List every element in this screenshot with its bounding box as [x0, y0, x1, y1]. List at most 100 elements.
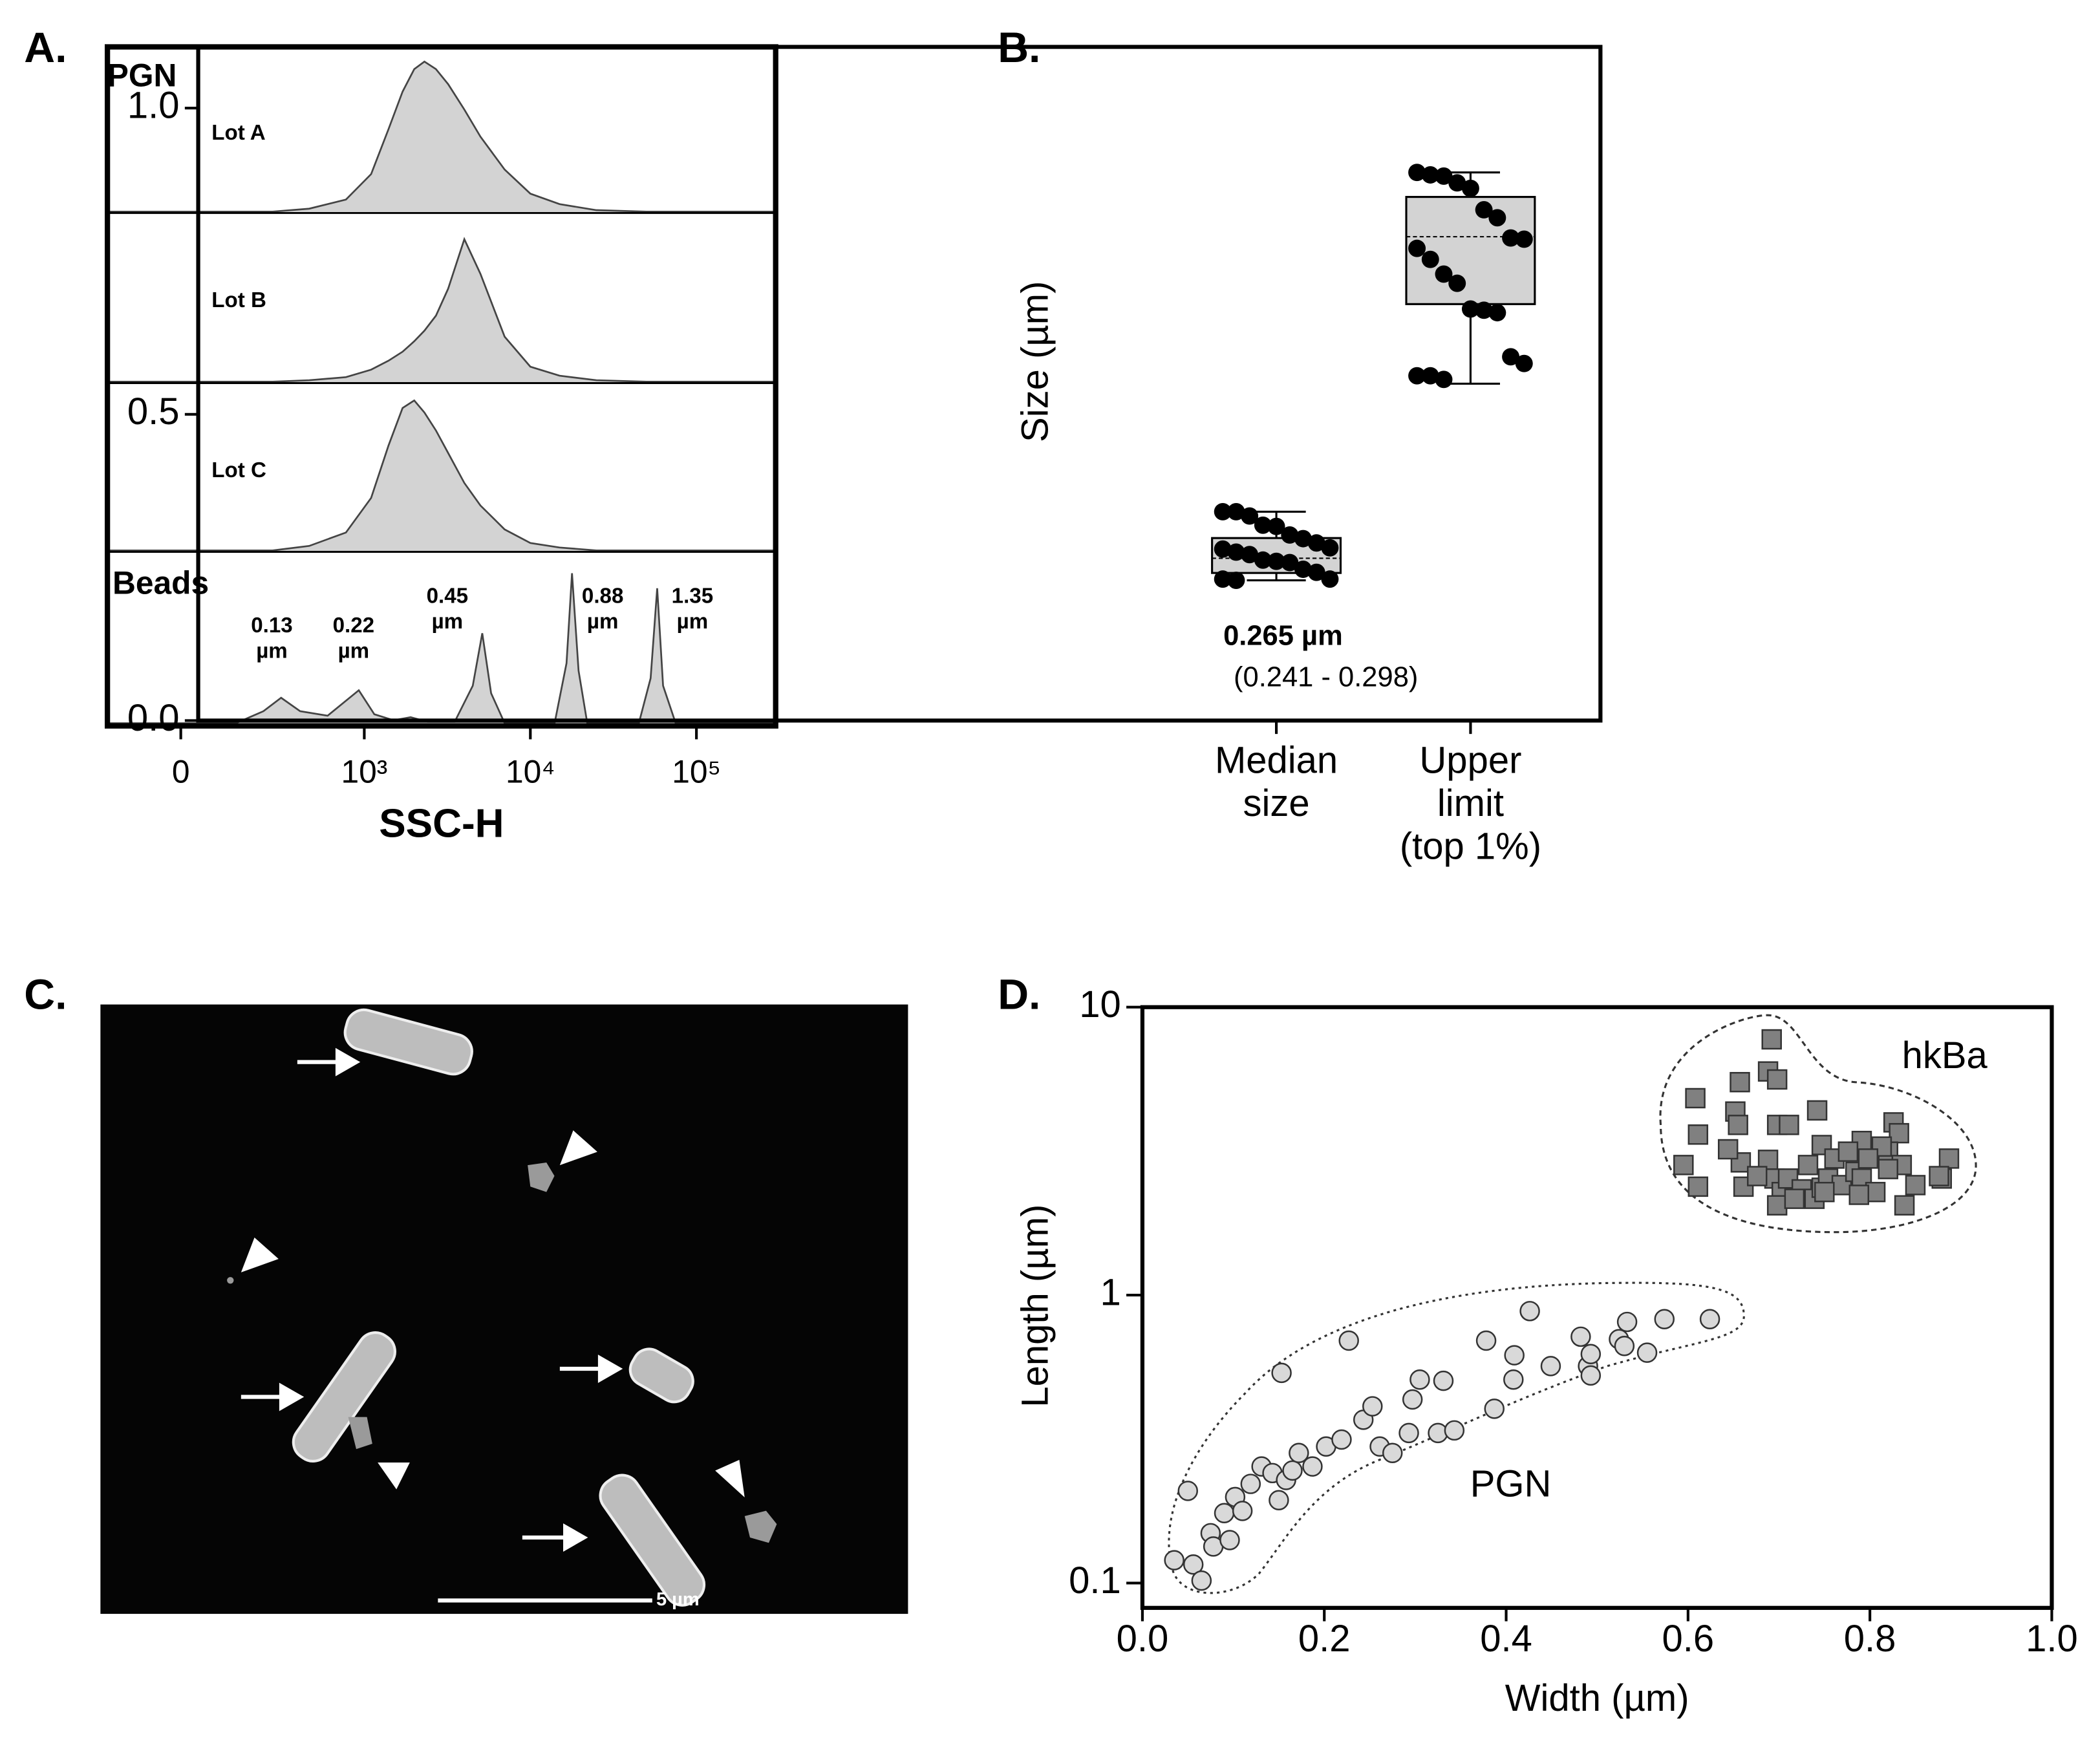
data-point	[1289, 1442, 1309, 1463]
density-area	[272, 61, 647, 212]
debris-particle	[744, 1510, 777, 1543]
rods	[292, 1008, 706, 1607]
data-point	[1730, 1071, 1750, 1093]
data-point	[1515, 354, 1533, 372]
data-point	[1929, 1166, 1949, 1186]
series-label: Lot C	[211, 458, 266, 482]
rod	[599, 1474, 706, 1607]
label-line: limit	[1437, 782, 1504, 824]
x-tick-label: 0.6	[1662, 1618, 1715, 1660]
y-axis-label: Length (µm)	[1014, 1205, 1056, 1408]
rod	[628, 1347, 694, 1404]
series-label: Beads	[112, 564, 209, 601]
data-point	[1214, 570, 1232, 588]
data-point	[1502, 348, 1520, 366]
data-point	[1267, 517, 1285, 535]
data-point	[1519, 1301, 1540, 1322]
data-point	[1227, 502, 1245, 520]
data-point	[1475, 1330, 1497, 1351]
data-point	[1858, 1148, 1879, 1169]
arrow-head	[335, 1047, 361, 1077]
data-point	[1227, 572, 1245, 589]
data-point	[1421, 166, 1439, 184]
debris-particle	[227, 1277, 234, 1284]
data-point	[1814, 1181, 1835, 1203]
peak-label: µm	[677, 610, 709, 634]
data-point	[1503, 1369, 1524, 1390]
group-label: PGN	[107, 57, 177, 93]
data-point	[1515, 230, 1533, 248]
arrow-head	[563, 1523, 588, 1552]
y-tick-label: 0.1	[1069, 1559, 1121, 1602]
y-tick-label: 1.0	[127, 85, 180, 127]
y-axis-label: Size (µm)	[1014, 281, 1056, 442]
peak-label: 0.88	[582, 584, 623, 608]
data-point	[1838, 1141, 1859, 1162]
data-point	[1331, 1429, 1352, 1450]
micrograph: 5 µm C.	[24, 971, 908, 1614]
box	[1405, 196, 1536, 305]
data-point	[1164, 1550, 1184, 1570]
rod	[343, 1008, 473, 1076]
x-tick-label: 0.2	[1298, 1618, 1351, 1660]
data-point	[1570, 1326, 1591, 1347]
data-point	[1699, 1309, 1720, 1330]
data-point	[1435, 265, 1453, 283]
data-point	[1294, 530, 1312, 548]
data-point	[1183, 1554, 1204, 1575]
frame	[1140, 1005, 2054, 1610]
data-point	[1321, 539, 1339, 557]
x-tick-label: 10³	[341, 753, 388, 789]
data-point	[1746, 1166, 1768, 1186]
data-point	[1338, 1330, 1359, 1351]
density-area	[235, 573, 676, 723]
panel-label: D.	[998, 971, 1040, 1019]
peak-label: µm	[256, 639, 288, 663]
x-tick-label: 10⁵	[672, 753, 721, 789]
peak-label: µm	[432, 610, 464, 634]
density-area	[272, 239, 647, 382]
data-point	[1281, 526, 1299, 544]
peak-label: 1.35	[672, 584, 713, 608]
x-tick-label: 0	[172, 753, 190, 789]
data-point	[1766, 1195, 1788, 1216]
y-tick-label: 0.0	[127, 697, 180, 739]
data-point	[1444, 1420, 1465, 1441]
data-point	[1461, 300, 1479, 318]
data-point	[1488, 209, 1506, 227]
data-point	[1435, 370, 1453, 389]
data-point	[1654, 1309, 1675, 1330]
data-point	[1614, 1335, 1635, 1356]
density-line	[107, 237, 776, 383]
data-point	[1488, 304, 1506, 322]
label-line: Median	[1215, 740, 1338, 782]
debris	[227, 1163, 777, 1543]
data-point	[1848, 1184, 1869, 1205]
data-point	[1580, 1344, 1602, 1365]
image-background	[100, 1004, 908, 1614]
data-point	[1889, 1122, 1909, 1144]
data-point	[1408, 367, 1426, 385]
data-point	[1761, 1029, 1782, 1050]
data-point	[1636, 1342, 1658, 1363]
x-tick-label: Upper limit (top 1%)	[1400, 740, 1541, 868]
scale-bar-label: 5 µm	[656, 1589, 700, 1610]
density-line	[107, 573, 776, 724]
label-line: Upper	[1419, 740, 1521, 782]
data-point	[1475, 201, 1493, 219]
data-point	[1717, 1139, 1739, 1160]
arrowhead-marker	[559, 1130, 597, 1166]
annotation: (0.241 - 0.298)	[1234, 662, 1418, 693]
y-tick-label: 1	[1100, 1271, 1121, 1313]
data-point	[1214, 540, 1232, 558]
data-point	[1254, 551, 1272, 569]
data-point	[1784, 1188, 1805, 1209]
data-point	[1177, 1481, 1198, 1501]
data-point	[1448, 174, 1466, 192]
arrow-head	[279, 1382, 305, 1411]
data-point	[1797, 1155, 1819, 1175]
data-point	[1267, 552, 1285, 570]
panel-label: C.	[24, 971, 67, 1019]
peak-label: µm	[338, 639, 370, 663]
